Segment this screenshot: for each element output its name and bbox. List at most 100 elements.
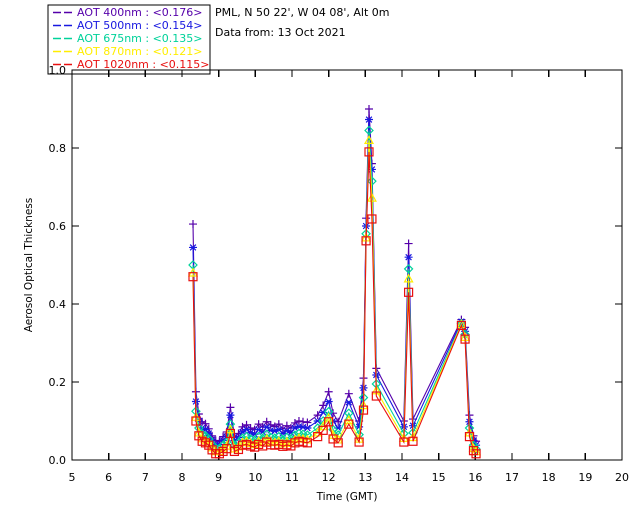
data-marker-plus: [294, 417, 303, 425]
square-marker: [344, 419, 354, 429]
y-axis-ticks: 0.0 0.2 0.4 0.6 0.8 1.0: [49, 64, 622, 467]
data-marker-square: [460, 334, 470, 344]
data-series-group: [187, 105, 482, 459]
x-tick-label: 16: [468, 471, 482, 484]
x-tick-label: 17: [505, 471, 519, 484]
date-annotation: Data from: 13 Oct 2021: [215, 26, 346, 39]
plus-marker: [324, 387, 333, 396]
data-marker-square: [344, 419, 354, 429]
plus-marker: [254, 420, 263, 429]
data-marker-plus: [290, 418, 299, 427]
data-marker-square: [361, 236, 371, 246]
square-marker: [313, 432, 323, 442]
plus-marker: [262, 417, 271, 426]
y-axis-title: Aerosol Optical Thickness: [23, 198, 35, 332]
data-marker-diamond: [367, 176, 377, 186]
square-marker: [456, 320, 466, 331]
data-marker-diamond: [364, 125, 374, 136]
square-marker: [225, 428, 235, 439]
data-marker-square: [371, 391, 381, 401]
square-marker: [367, 214, 377, 224]
x-tick-label: 15: [432, 471, 446, 484]
data-marker-square: [318, 425, 328, 435]
y-tick-label: 0.8: [49, 142, 67, 155]
plus-marker: [266, 420, 275, 429]
x-tick-label: 20: [615, 471, 629, 484]
x-tick-label: 8: [179, 471, 186, 484]
square-marker: [460, 334, 470, 344]
square-marker: [358, 405, 369, 415]
legend-label: AOT 500nm : <0.154>: [77, 19, 203, 32]
x-axis-title: Time (GMT): [316, 491, 378, 503]
legend-label: AOT 400nm : <0.176>: [77, 6, 203, 19]
plus-marker: [226, 403, 235, 412]
data-marker-asterisk: [262, 423, 271, 431]
plus-marker: [319, 401, 328, 410]
square-marker: [464, 432, 475, 442]
y-tick-label: 1.0: [49, 64, 67, 77]
data-marker-square: [399, 437, 409, 447]
square-marker: [200, 438, 211, 448]
data-marker-square: [324, 417, 334, 427]
x-axis-ticks: 5 6 7 8 9 10 11 12 13 14 15 16 17 18 19 20: [69, 70, 629, 484]
y-tick-label: 0.4: [49, 298, 67, 311]
legend: AOT 400nm : <0.176>AOT 500nm : <0.154>AO…: [47, 4, 211, 75]
legend-label: AOT 675nm : <0.135>: [77, 32, 203, 45]
plus-marker: [270, 422, 279, 431]
x-tick-label: 19: [578, 471, 592, 484]
data-marker-triangle: [403, 273, 414, 283]
station-annotation: PML, N 50 22', W 04 08', Alt 0m: [215, 6, 389, 19]
square-marker: [324, 417, 334, 427]
square-marker: [364, 147, 374, 157]
x-tick-label: 10: [248, 471, 262, 484]
data-marker-square: [468, 446, 479, 456]
plus-marker: [365, 105, 373, 113]
data-marker-square: [191, 416, 201, 426]
x-tick-label: 11: [285, 471, 299, 484]
plus-marker: [294, 417, 303, 425]
data-marker-plus: [344, 389, 353, 398]
data-marker-asterisk: [404, 253, 413, 261]
asterisk-marker: [303, 424, 312, 432]
triangle-marker: [366, 192, 377, 202]
square-marker: [408, 436, 418, 446]
data-marker-diamond: [225, 419, 236, 429]
data-marker-square: [408, 436, 418, 446]
diamond-marker: [225, 419, 236, 429]
data-marker-plus: [404, 239, 413, 248]
plus-marker: [201, 419, 210, 428]
data-marker-square: [188, 272, 198, 282]
data-marker-square: [358, 405, 369, 415]
x-tick-label: 9: [215, 471, 222, 484]
square-marker: [354, 437, 364, 447]
data-marker-asterisk: [303, 424, 312, 432]
plus-marker: [344, 389, 353, 398]
data-marker-diamond: [323, 406, 334, 417]
data-marker-square: [225, 428, 235, 439]
square-marker: [318, 425, 328, 435]
square-marker: [468, 446, 479, 456]
plus-marker: [303, 418, 312, 427]
asterisk-marker: [324, 398, 333, 405]
asterisk-marker: [262, 423, 271, 431]
data-marker-asterisk: [242, 426, 251, 433]
data-marker-asterisk: [226, 411, 235, 419]
data-marker-plus: [324, 387, 333, 396]
data-marker-square: [471, 449, 481, 459]
plus-marker: [299, 417, 307, 426]
data-marker-diamond: [403, 264, 414, 274]
x-tick-label: 18: [542, 471, 556, 484]
square-marker: [333, 438, 343, 448]
plus-marker: [274, 420, 283, 429]
data-marker-plus: [319, 401, 328, 410]
plus-marker: [282, 421, 291, 430]
asterisk-marker: [404, 253, 413, 261]
diamond-marker: [364, 125, 374, 136]
legend-border: [47, 4, 211, 75]
legend-label: AOT 870nm : <0.121>: [77, 45, 203, 58]
data-marker-square: [464, 432, 475, 442]
asterisk-marker: [242, 426, 251, 433]
data-marker-plus: [299, 417, 307, 426]
